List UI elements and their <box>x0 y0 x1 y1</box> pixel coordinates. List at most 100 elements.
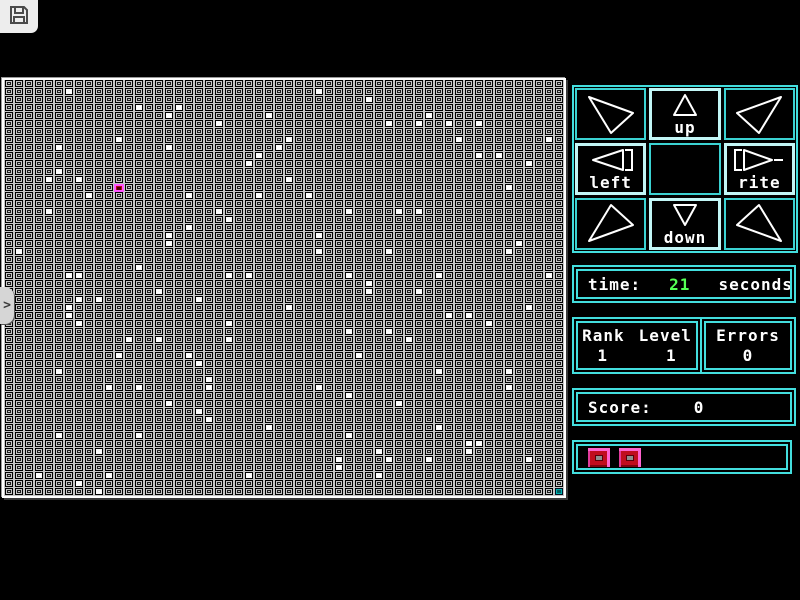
grid-cell <box>134 440 144 448</box>
grid-cell <box>134 344 144 352</box>
time-value: 21 <box>669 275 690 294</box>
grid-cell <box>394 344 404 352</box>
dpad-up-right-button[interactable] <box>724 88 795 140</box>
grid-cell <box>44 424 54 432</box>
grid-cell <box>174 472 184 480</box>
grid-cell <box>104 336 114 344</box>
grid-cell <box>544 224 554 232</box>
grid-cell <box>494 208 504 216</box>
grid-cell <box>374 488 384 496</box>
grid-cell <box>94 96 104 104</box>
dpad-down-right-button[interactable] <box>724 198 795 250</box>
grid-cell <box>284 104 294 112</box>
grid-cell <box>84 392 94 400</box>
grid-cell <box>254 80 264 88</box>
grid-cell <box>54 424 64 432</box>
grid-cell <box>254 392 264 400</box>
grid-cell <box>154 80 164 88</box>
grid-cell <box>94 216 104 224</box>
dpad-up-left-button[interactable] <box>575 88 646 140</box>
dpad-center-cell[interactable] <box>649 143 720 195</box>
grid-cell <box>524 488 534 496</box>
grid-cell <box>84 200 94 208</box>
grid-cell <box>384 480 394 488</box>
dpad-left-button[interactable]: left <box>575 143 646 195</box>
grid-cell <box>44 392 54 400</box>
red-button-1[interactable] <box>588 448 610 467</box>
grid-cell <box>384 384 394 392</box>
grid-cell <box>34 320 44 328</box>
dpad-down-button[interactable]: down <box>649 198 720 250</box>
grid-cell <box>74 432 84 440</box>
grid-cell <box>344 232 354 240</box>
grid-cell <box>424 160 434 168</box>
dpad-down-left-button[interactable] <box>575 198 646 250</box>
grid-cell <box>424 104 434 112</box>
grid-cell <box>34 360 44 368</box>
grid-cell <box>304 216 314 224</box>
grid-cell <box>304 128 314 136</box>
grid-cell <box>504 416 514 424</box>
grid-cell <box>434 416 444 424</box>
red-button-2[interactable] <box>619 448 641 467</box>
grid-cell <box>134 312 144 320</box>
grid-cell <box>44 312 54 320</box>
grid-cell <box>354 168 364 176</box>
grid-cell <box>504 176 514 184</box>
grid-cell <box>134 208 144 216</box>
grid-cell <box>544 120 554 128</box>
grid-cell <box>354 208 364 216</box>
grid-cell <box>514 480 524 488</box>
grid-cell <box>194 168 204 176</box>
grid-cell <box>264 488 274 496</box>
dpad-rite-button[interactable]: rite <box>724 143 795 195</box>
grid-cell <box>144 448 154 456</box>
grid-cell <box>224 192 234 200</box>
grid-cell <box>164 416 174 424</box>
grid-cell <box>14 320 24 328</box>
grid-cell <box>204 440 214 448</box>
grid-cell <box>464 136 474 144</box>
grid-cell <box>74 168 84 176</box>
grid-cell <box>24 432 34 440</box>
grid-cell <box>44 352 54 360</box>
grid-cell <box>484 400 494 408</box>
grid-cell <box>464 192 474 200</box>
grid-cell <box>454 400 464 408</box>
grid-cell <box>94 240 104 248</box>
grid-cell <box>64 448 74 456</box>
grid-cell <box>134 424 144 432</box>
grid-cell <box>484 208 494 216</box>
grid-cell <box>274 448 284 456</box>
grid-cell <box>394 272 404 280</box>
grid-cell <box>464 464 474 472</box>
grid-cell <box>294 448 304 456</box>
grid-cell <box>414 408 424 416</box>
grid-cell <box>314 400 324 408</box>
grid-cell <box>264 400 274 408</box>
grid-cell <box>544 480 554 488</box>
grid-cell <box>324 472 334 480</box>
grid-cell <box>214 232 224 240</box>
grid-cell <box>154 128 164 136</box>
grid-cell <box>554 216 564 224</box>
drawer-tab[interactable]: > <box>0 287 14 324</box>
grid-cell <box>4 360 14 368</box>
grid-cell <box>294 216 304 224</box>
grid-cell <box>174 328 184 336</box>
save-button[interactable] <box>0 0 38 33</box>
grid-cell <box>264 224 274 232</box>
grid-cell <box>314 432 324 440</box>
dpad-up-button[interactable]: up <box>649 88 720 140</box>
grid-cell <box>484 432 494 440</box>
grid-cell <box>434 456 444 464</box>
game-grid[interactable] <box>4 80 564 496</box>
white-cell <box>134 432 144 440</box>
grid-cell <box>284 96 294 104</box>
grid-cell <box>364 176 374 184</box>
grid-cell <box>314 208 324 216</box>
grid-cell <box>24 248 34 256</box>
grid-cell <box>204 424 214 432</box>
grid-cell <box>74 408 84 416</box>
grid-cell <box>244 176 254 184</box>
